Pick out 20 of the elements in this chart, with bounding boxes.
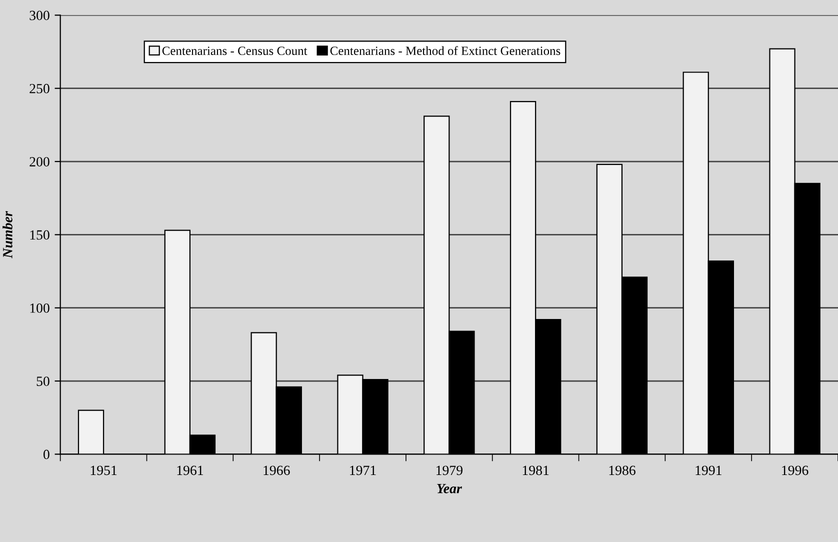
x-tick-label: 1961 xyxy=(177,466,203,476)
legend-label: Centenarians - Method of Extinct Generations xyxy=(330,46,560,56)
y-tick-label: 100 xyxy=(30,303,50,313)
y-axis-title: Number xyxy=(2,211,12,258)
y-tick-label: 250 xyxy=(30,84,50,94)
x-tick-label: 1986 xyxy=(609,466,636,476)
y-tick-label: 200 xyxy=(30,157,50,166)
x-tick-label: 1981 xyxy=(522,466,549,476)
x-tick-label: 1991 xyxy=(696,466,722,476)
x-tick-label: 1951 xyxy=(90,466,117,476)
x-axis-title: Year xyxy=(437,484,462,494)
x-tick-label: 1966 xyxy=(264,466,290,476)
legend-label: Centenarians - Census Count xyxy=(162,46,308,56)
y-tick-label: 50 xyxy=(36,376,50,386)
x-tick-label: 1996 xyxy=(782,466,808,476)
y-tick-label: 150 xyxy=(30,230,50,240)
x-tick-label: 1971 xyxy=(350,466,376,476)
y-tick-label: 300 xyxy=(30,10,50,20)
y-tick-label: 0 xyxy=(44,450,50,460)
x-tick-label: 1979 xyxy=(436,466,462,476)
